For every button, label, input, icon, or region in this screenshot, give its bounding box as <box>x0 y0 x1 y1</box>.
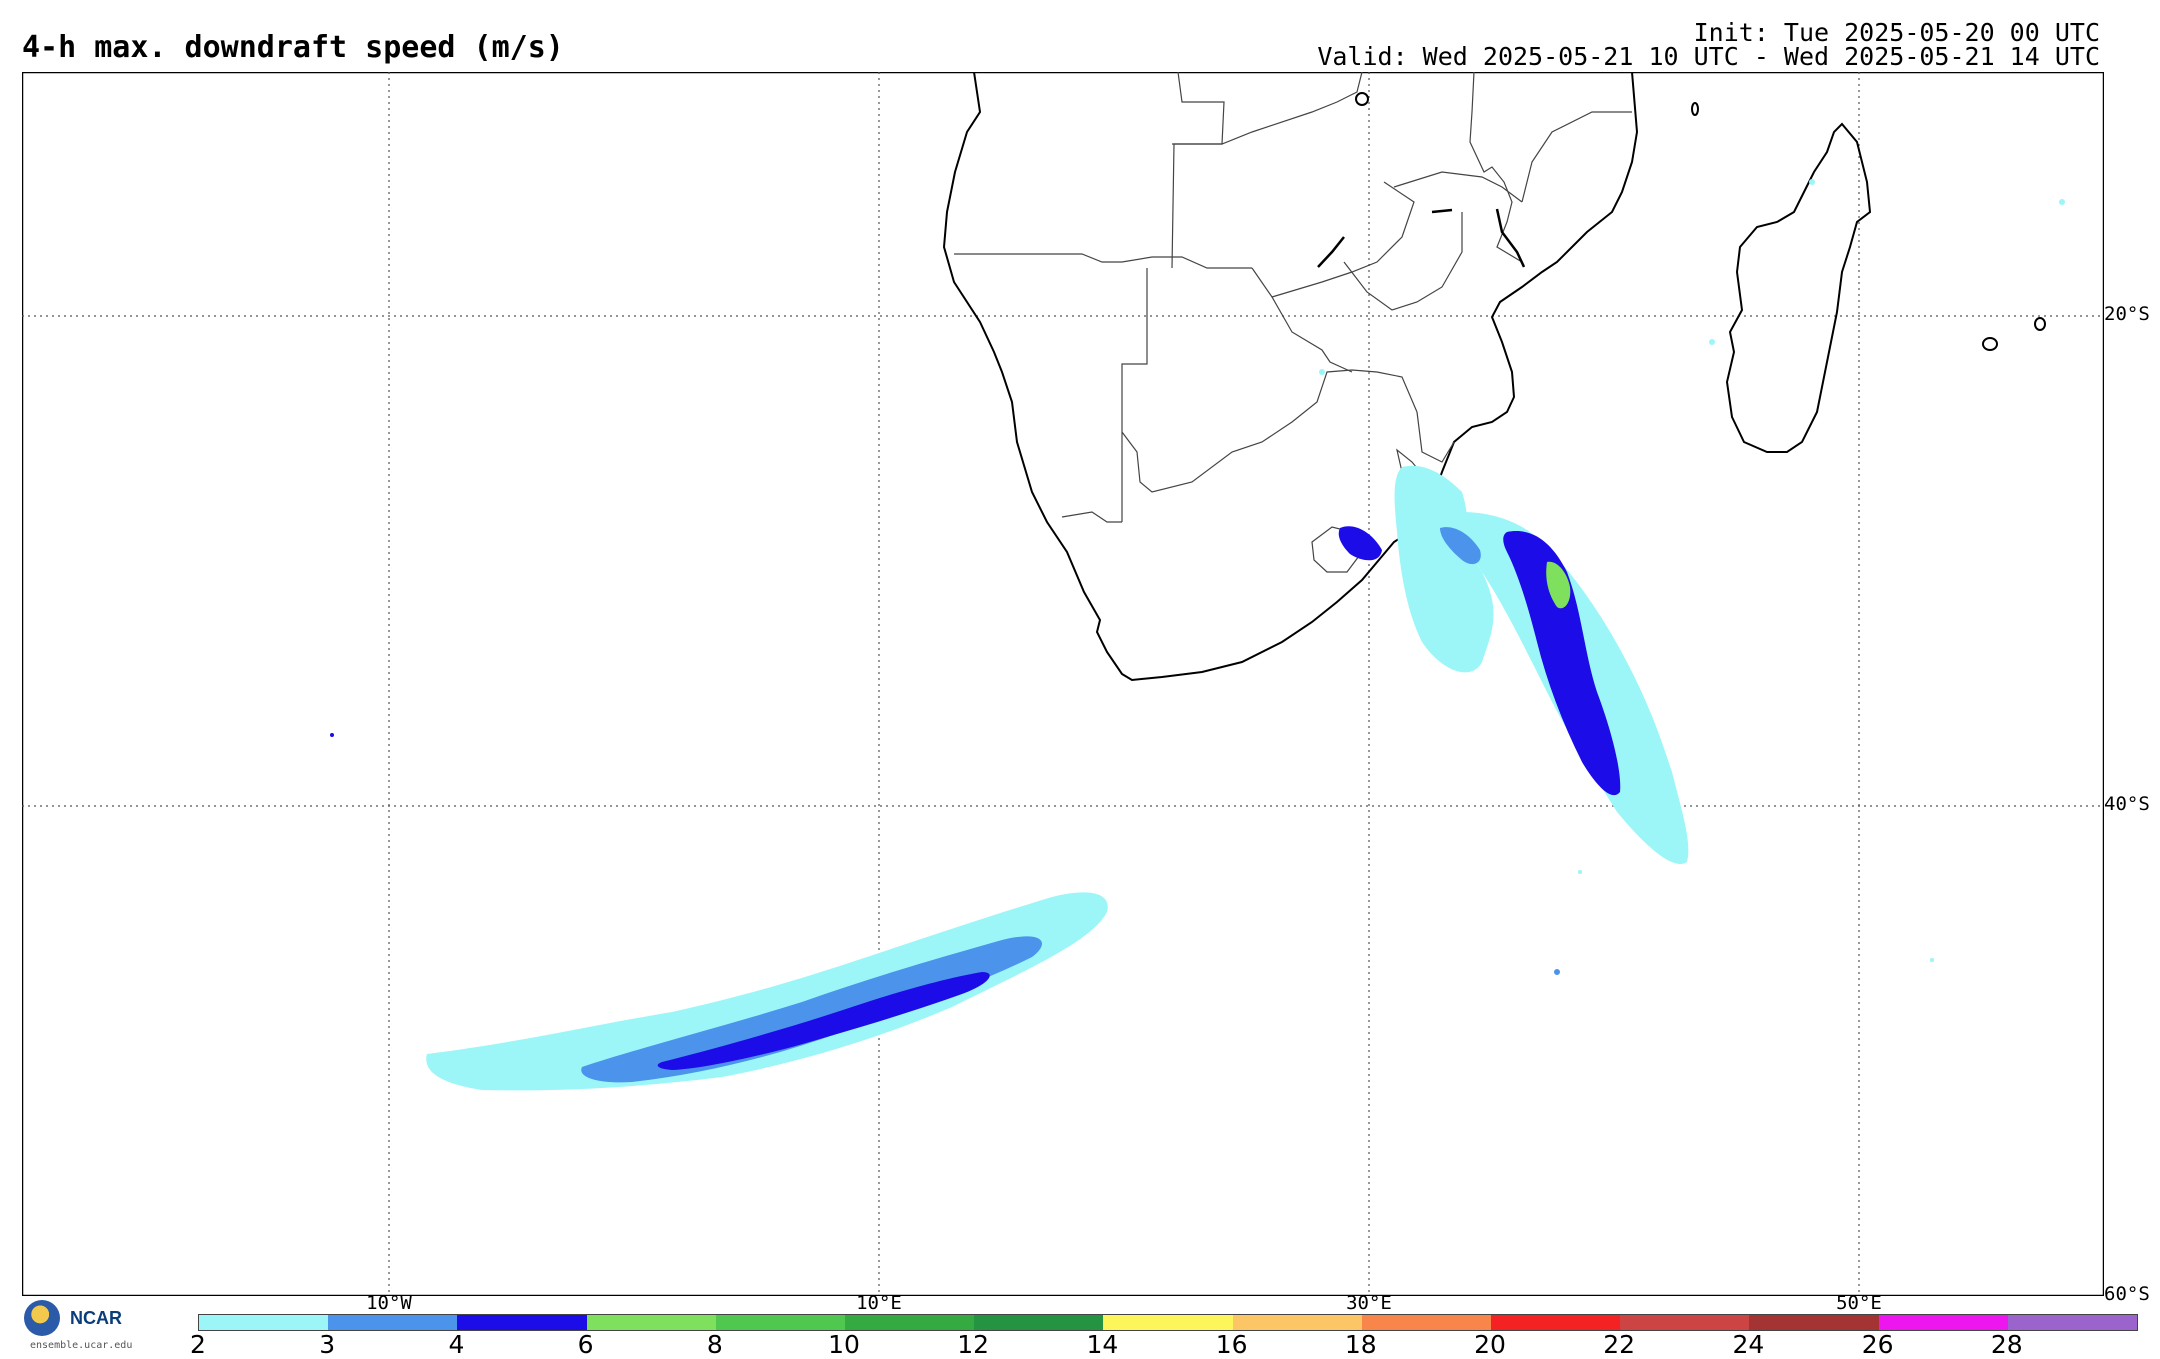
colorbar-segment <box>715 1315 846 1330</box>
colorbar-segment <box>1749 1315 1879 1330</box>
lat-label-60s: 60°S <box>2104 1283 2150 1305</box>
tail-green <box>1546 561 1571 609</box>
colorbar-segment <box>1620 1315 1750 1330</box>
lake-features <box>1317 208 1526 268</box>
ensemble-url: ensemble.ucar.edu <box>30 1340 133 1351</box>
chart-title: 4-h max. downdraft speed (m/s) <box>22 30 564 65</box>
colorbar-tick-label: 10 <box>828 1330 860 1359</box>
nsf-seal-icon <box>24 1300 60 1336</box>
graticule <box>22 72 2104 1296</box>
downdraft-band-mozambique-channel <box>1338 465 1689 864</box>
colorbar-segment <box>1232 1315 1362 1330</box>
band-mid <box>581 936 1042 1083</box>
band-dark <box>657 972 990 1070</box>
lat-label-20s: 20°S <box>2104 303 2150 325</box>
colorbar-segment <box>457 1315 587 1330</box>
lon-label-10e: 10°E <box>856 1292 902 1314</box>
madagascar-coastline <box>1355 92 2046 453</box>
colorbar-tick-label: 4 <box>448 1330 465 1359</box>
southern-africa-coastline <box>942 72 1639 682</box>
colorbar-segment <box>328 1315 458 1330</box>
colorbar-tick-label: 18 <box>1344 1330 1377 1359</box>
colorbar <box>198 1314 2138 1331</box>
lon-label-30e: 30°E <box>1346 1292 1392 1314</box>
colorbar-tick-label: 24 <box>1732 1330 1765 1359</box>
colorbar-tick-label: 2 <box>190 1330 206 1359</box>
colorbar-tick-label: 12 <box>957 1330 990 1359</box>
colorbar-segment <box>586 1315 716 1330</box>
cluster-mid <box>1440 527 1481 565</box>
scattered-cells <box>330 179 2065 975</box>
colorbar-tick-label: 22 <box>1603 1330 1636 1359</box>
colorbar-segment <box>1361 1315 1492 1330</box>
colorbar-segment <box>1878 1315 2008 1330</box>
valid-time: Valid: Wed 2025-05-21 10 UTC - Wed 2025-… <box>1317 42 2100 71</box>
colorbar-tick-label: 3 <box>319 1330 336 1359</box>
ncar-logo[interactable]: NCAR ensemble.ucar.edu <box>24 1300 160 1352</box>
init-time: Init: Tue 2025-05-20 00 UTC <box>1693 18 2100 47</box>
lat-label-40s: 40°S <box>2104 793 2150 815</box>
colorbar-segment <box>1103 1315 1233 1330</box>
lon-label-10w: 10°W <box>366 1292 412 1314</box>
tail-dark <box>1503 531 1621 796</box>
colorbar-segment <box>974 1315 1104 1330</box>
colorbar-segment <box>199 1315 329 1330</box>
lon-label-50e: 50°E <box>1836 1292 1882 1314</box>
colorbar-segment <box>2007 1315 2138 1330</box>
colorbar-segment <box>845 1315 975 1330</box>
ncar-wordmark: NCAR <box>70 1308 122 1328</box>
colorbar-tick-label: 20 <box>1474 1330 1506 1359</box>
colorbar-segment <box>1491 1315 1621 1330</box>
cluster-dark <box>1338 526 1382 561</box>
downdraft-band-south-atlantic <box>426 892 1108 1091</box>
colorbar-tick-label: 6 <box>577 1330 594 1359</box>
colorbar-tick-label: 14 <box>1086 1330 1119 1359</box>
colorbar-tick-label: 26 <box>1861 1330 1894 1359</box>
colorbar-tick-label: 8 <box>706 1330 723 1359</box>
colorbar-tick-label: 16 <box>1215 1330 1248 1359</box>
band-light <box>426 892 1108 1091</box>
map-frame <box>22 72 2104 1296</box>
cluster-light <box>1394 465 1494 673</box>
colorbar-tick-label: 28 <box>1990 1330 2023 1359</box>
map-panel[interactable] <box>22 72 2104 1296</box>
